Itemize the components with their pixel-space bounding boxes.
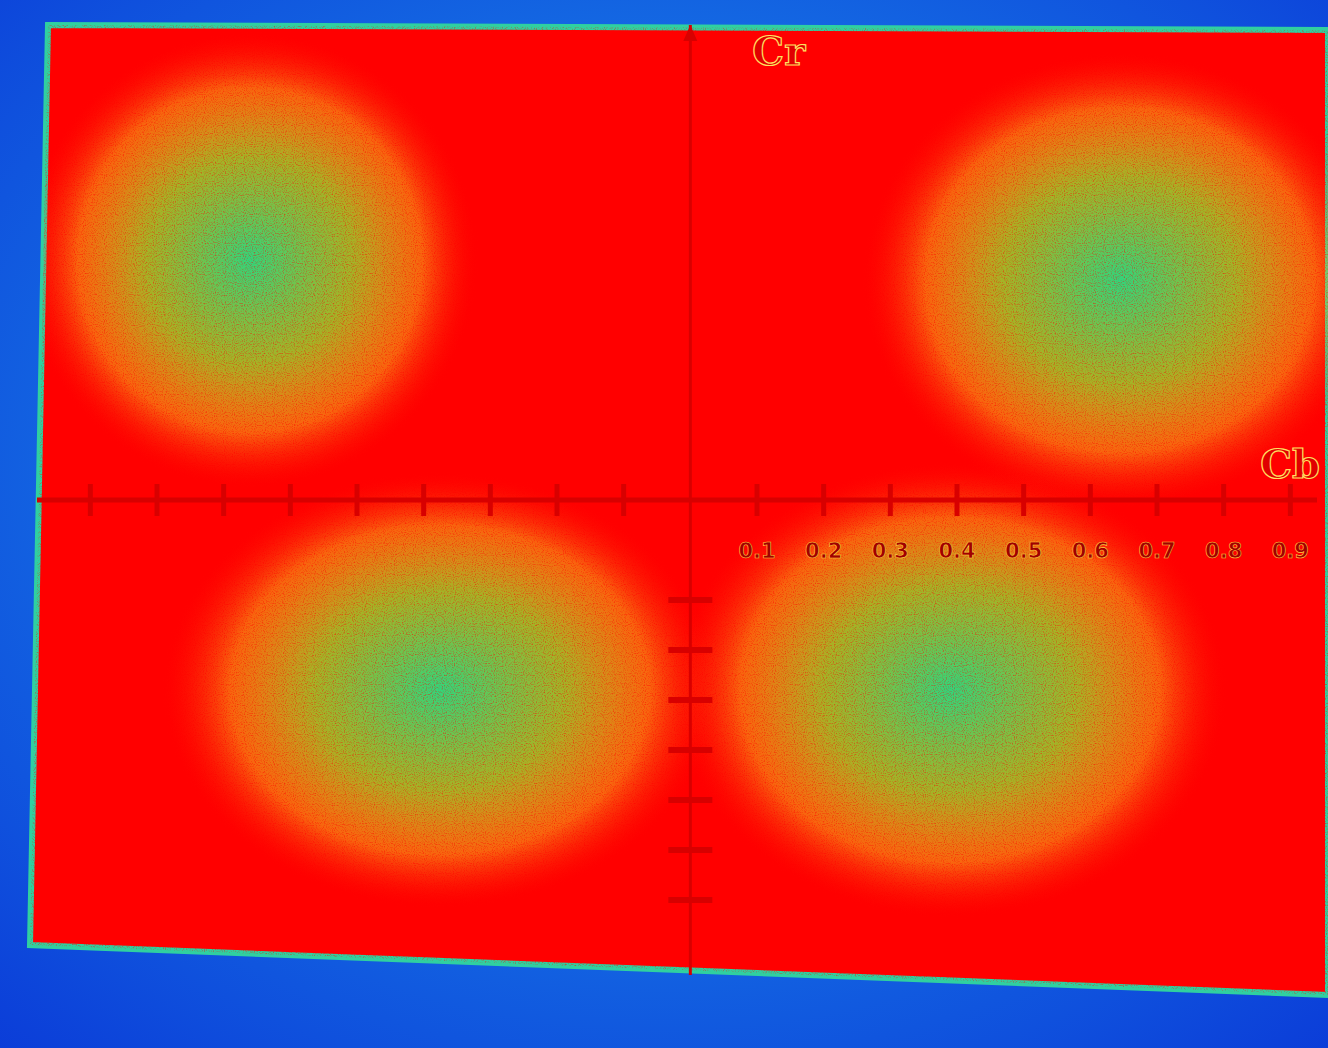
y-axis-title: Cr [752, 27, 806, 74]
y-tick-minor [668, 797, 712, 803]
y-tick-minor [668, 597, 712, 603]
x-tick [955, 484, 960, 516]
x-tick [1155, 484, 1160, 516]
x-tick-minor [155, 484, 160, 516]
y-tick-minor [668, 847, 712, 853]
x-tick [1288, 484, 1293, 516]
y-tick-minor [668, 697, 712, 703]
x-tick-minor [288, 484, 293, 516]
x-axis [37, 498, 1317, 503]
x-tick [1221, 484, 1226, 516]
x-tick-minor [621, 484, 626, 516]
x-axis-title: Cb [1260, 440, 1320, 487]
x-tick-label: 0.6 [1072, 539, 1109, 563]
x-tick-minor [488, 484, 493, 516]
y-tick-minor [668, 747, 712, 753]
x-tick [1021, 484, 1026, 516]
x-tick-label: 0.8 [1205, 539, 1242, 563]
y-tick-minor [668, 647, 712, 653]
axes [37, 25, 1317, 975]
speckle [0, 0, 1328, 1048]
labels: 0.1 0.2 0.3 0.4 0.5 0.6 0.7 0.8 0.9 Cb Cr [738, 27, 1320, 563]
x-tick-minor [221, 484, 226, 516]
x-tick-label: 0.9 [1272, 539, 1309, 563]
x-tick-label: 0.7 [1138, 539, 1175, 563]
chart-root: 0.1 0.2 0.3 0.4 0.5 0.6 0.7 0.8 0.9 Cb Cr [0, 0, 1328, 1048]
x-tick [1088, 484, 1093, 516]
x-tick-minor [355, 484, 360, 516]
x-tick-label: 0.2 [805, 539, 842, 563]
y-tick-minor [668, 897, 712, 903]
y-arrow [683, 25, 697, 41]
x-tick-minor [421, 484, 426, 516]
x-tick-minor [88, 484, 93, 516]
background [0, 0, 1328, 1048]
x-tick-label: 0.5 [1005, 539, 1042, 563]
x-tick-label: 0.1 [738, 539, 775, 563]
color-blobs [0, 0, 1328, 1048]
chart-svg: 0.1 0.2 0.3 0.4 0.5 0.6 0.7 0.8 0.9 Cb Cr [0, 0, 1328, 1048]
x-tick-label: 0.4 [938, 539, 975, 563]
y-axis [689, 25, 692, 975]
x-tick-label: 0.3 [872, 539, 909, 563]
x-tick [888, 484, 893, 516]
x-tick-minor [555, 484, 560, 516]
x-tick [821, 484, 826, 516]
x-tick [755, 484, 760, 516]
